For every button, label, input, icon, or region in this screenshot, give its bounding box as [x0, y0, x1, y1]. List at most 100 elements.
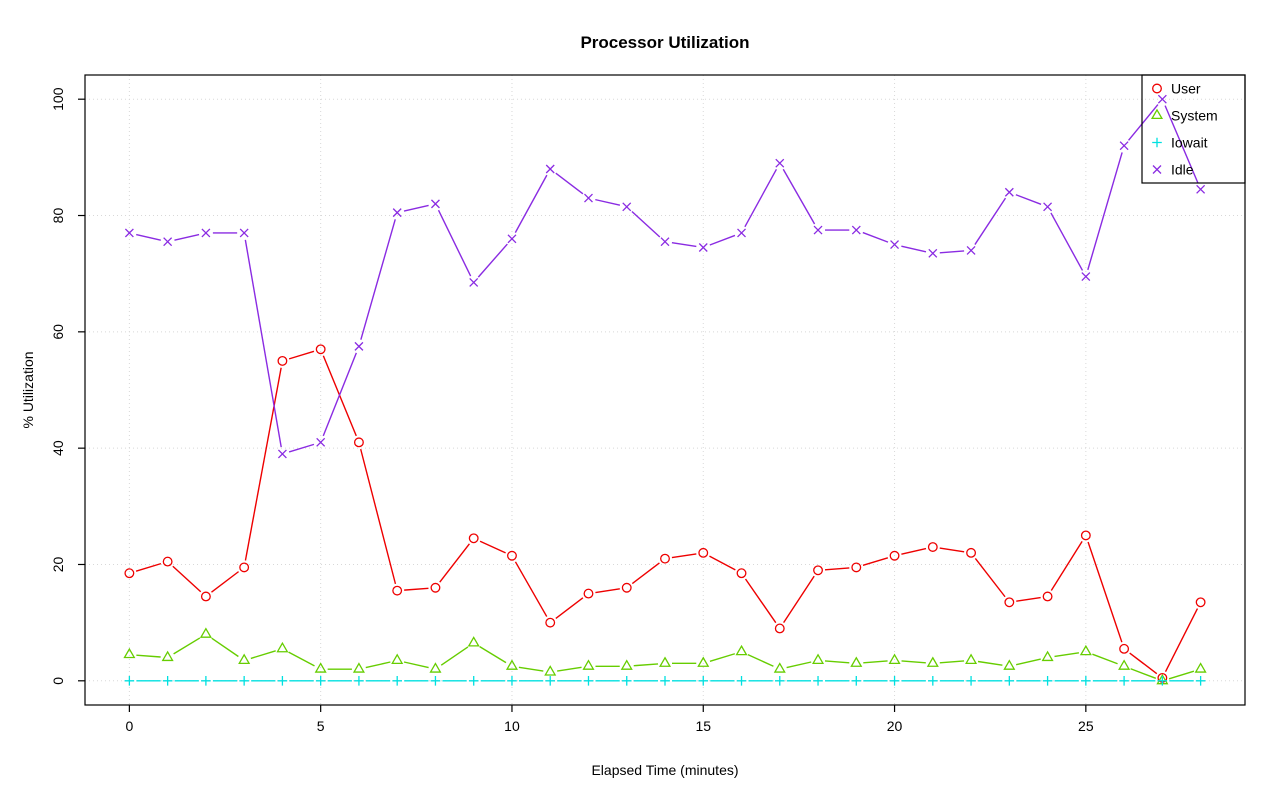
series-segment [901, 245, 927, 253]
point-triangle [888, 653, 901, 664]
point-x [813, 225, 823, 235]
series-segment [709, 653, 736, 662]
point-x [1081, 272, 1091, 282]
series-segment [1092, 653, 1118, 665]
series-segment [595, 198, 621, 206]
point-plus [621, 676, 632, 686]
series-segment [365, 661, 391, 669]
point-triangle [735, 644, 748, 656]
point-circle [851, 562, 862, 573]
series-segment [477, 243, 508, 278]
series-segment [631, 210, 661, 238]
point-x [1043, 202, 1053, 212]
series-segment [174, 233, 200, 241]
point-x [1152, 165, 1162, 174]
point-x [392, 208, 402, 218]
point-plus [1042, 676, 1053, 686]
series-segment [211, 571, 240, 593]
point-plus [583, 676, 594, 686]
series-segment [322, 352, 357, 437]
point-triangle [1079, 644, 1092, 656]
series-segment [244, 367, 282, 561]
point-circle [200, 591, 211, 602]
x-tick-label: 0 [125, 718, 133, 734]
point-triangle [352, 662, 365, 673]
series-segment [1087, 541, 1123, 643]
series-segment [555, 597, 584, 619]
series-segment [250, 650, 276, 660]
point-plus [162, 676, 173, 686]
point-triangle [276, 641, 289, 653]
point-x [201, 228, 211, 238]
point-circle [315, 344, 326, 355]
series-segment [1087, 152, 1123, 271]
x-tick-label: 10 [504, 718, 520, 734]
point-circle [1004, 597, 1015, 608]
series-user [124, 344, 1206, 683]
point-circle [966, 547, 977, 558]
point-circle [736, 568, 747, 579]
series-segment [514, 174, 548, 233]
point-plus [124, 676, 135, 686]
series-segment [671, 553, 697, 559]
point-x [124, 228, 134, 238]
series-segment [977, 660, 1003, 666]
point-plus [1004, 676, 1015, 686]
series-segment [518, 666, 544, 672]
point-triangle [238, 653, 251, 664]
point-circle [621, 582, 632, 593]
series-segment [288, 350, 315, 360]
point-circle [1042, 591, 1053, 602]
series-segment [360, 219, 396, 340]
series-segment [437, 209, 472, 277]
point-x [775, 158, 785, 168]
legend-box [1141, 74, 1246, 184]
point-plus [1157, 676, 1168, 686]
series-segment [939, 660, 965, 664]
point-circle [927, 542, 938, 552]
point-triangle [161, 650, 174, 662]
series-segment [360, 448, 397, 585]
point-triangle [1003, 659, 1016, 670]
series-segment [244, 239, 282, 448]
series-segment [824, 567, 850, 571]
series-segment [1015, 194, 1042, 205]
point-plus [430, 676, 441, 686]
point-plus [851, 676, 862, 686]
point-x [469, 277, 479, 287]
series-segment [1164, 608, 1199, 672]
point-x [163, 237, 173, 247]
point-plus [315, 676, 326, 686]
point-circle [1152, 83, 1162, 94]
point-x [430, 199, 440, 209]
point-plus [239, 676, 249, 686]
point-x [354, 341, 364, 351]
series-segment [1130, 668, 1157, 679]
point-plus [774, 676, 785, 686]
x-tick-label: 20 [887, 718, 903, 734]
point-circle [583, 588, 594, 599]
series-segment [1015, 658, 1041, 666]
series-segment [939, 547, 965, 553]
series-segment [136, 233, 161, 241]
series-segment [403, 661, 429, 669]
point-triangle [1041, 650, 1054, 662]
point-plus [698, 676, 709, 686]
series-segment [786, 661, 812, 669]
series-system [123, 627, 1207, 685]
point-x [890, 240, 900, 250]
series-segment [1050, 212, 1084, 271]
point-x [928, 248, 938, 258]
point-triangle [467, 636, 480, 647]
series-segment [1128, 104, 1159, 141]
point-x [1157, 94, 1167, 104]
point-plus [392, 676, 402, 686]
point-plus [354, 676, 364, 686]
point-triangle [429, 662, 442, 673]
series-segment [173, 637, 201, 655]
series-segment [172, 565, 202, 593]
series-segment [631, 562, 660, 585]
series-idle [124, 94, 1206, 459]
